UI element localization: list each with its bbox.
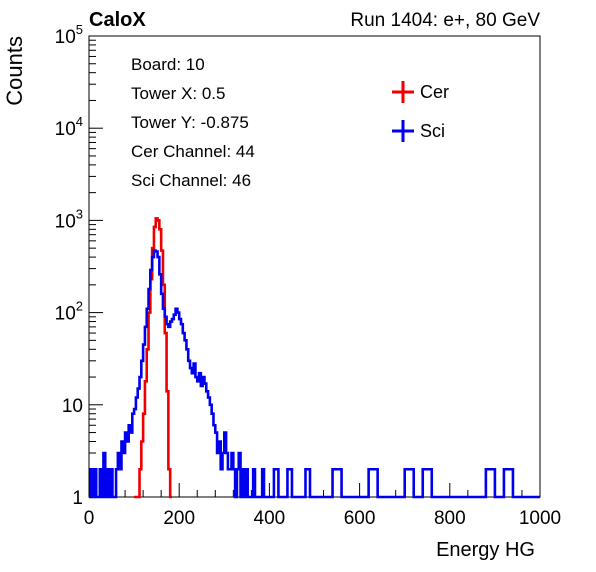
info-box: Board: 10 Tower X: 0.5 Tower Y: -0.875 C… (122, 46, 358, 194)
x-tick-label: 800 (434, 508, 466, 529)
legend: Cer Sci (392, 81, 449, 142)
legend-label-sci: Sci (420, 121, 445, 141)
x-tick-label: 0 (84, 508, 95, 529)
y-axis-label: Counts (2, 36, 27, 106)
x-tick-label: 200 (163, 508, 195, 529)
y-tick-label: 10 (62, 396, 83, 417)
legend-label-cer: Cer (420, 82, 449, 102)
y-tick-label: 103 (55, 206, 83, 232)
header-right: Run 1404: e+, 80 GeV (350, 10, 540, 31)
x-tick-label: 600 (344, 508, 376, 529)
legend-marker-cer (392, 81, 414, 103)
x-tick-label: 400 (254, 508, 286, 529)
y-tick-label: 104 (55, 114, 83, 140)
x-tick-label: 1000 (519, 508, 561, 529)
info-board: Board: 10 (131, 55, 205, 74)
info-sci-channel: Sci Channel: 46 (131, 171, 251, 190)
series-line-sci (89, 249, 540, 499)
info-tower-y: Tower Y: -0.875 (131, 113, 249, 132)
legend-marker-sci (392, 120, 414, 142)
y-tick-label: 1 (72, 488, 83, 509)
info-cer-channel: Cer Channel: 44 (131, 142, 255, 161)
y-tick-label: 102 (55, 299, 83, 325)
x-axis-label: Energy HG (436, 539, 535, 561)
series-line-cer (134, 217, 172, 499)
info-tower-x: Tower X: 0.5 (131, 84, 226, 103)
y-tick-label: 105 (55, 22, 83, 48)
header-left: CaloX (89, 9, 146, 31)
